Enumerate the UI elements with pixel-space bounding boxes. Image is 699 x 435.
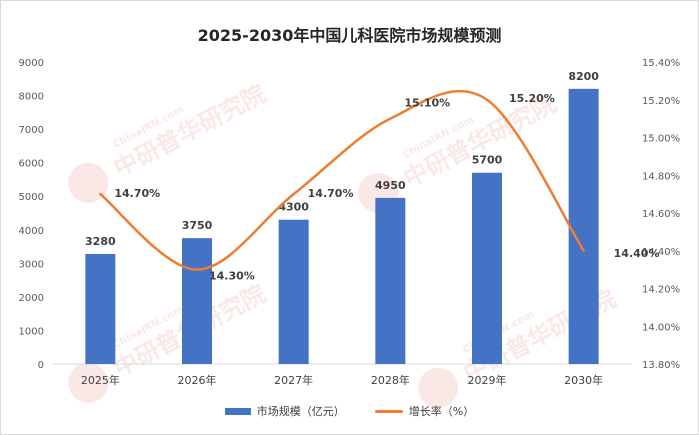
legend-item-bar: 市场规模（亿元） xyxy=(224,403,345,419)
y-left-tick-label: 0 xyxy=(38,360,44,371)
watermark-logo xyxy=(418,367,459,408)
line-data-label: 15.10% xyxy=(404,97,450,110)
bar xyxy=(278,219,309,364)
y-right-tick-label: 14.40% xyxy=(642,247,680,258)
bar-data-label: 3280 xyxy=(85,235,116,248)
legend: 市场规模（亿元） 增长率（%） xyxy=(0,403,699,419)
bar xyxy=(375,197,406,364)
x-tick-label: 2029年 xyxy=(468,373,507,387)
legend-item-line: 增长率（%） xyxy=(374,403,475,419)
bar xyxy=(182,238,212,364)
legend-label-line: 增长率（%） xyxy=(408,405,475,418)
legend-label-bar: 市场规模（亿元） xyxy=(256,405,345,418)
y-right-tick-label: 14.20% xyxy=(642,285,680,296)
line-data-label: 14.70% xyxy=(308,187,354,200)
y-right-tick-label: 15.20% xyxy=(642,96,680,107)
x-tick-label: 2025年 xyxy=(81,373,120,387)
bar-data-label: 5700 xyxy=(472,154,503,167)
bar-data-label: 8200 xyxy=(568,70,599,83)
line-data-label: 14.40% xyxy=(614,247,660,260)
watermark-logo xyxy=(68,162,109,203)
line-data-label: 14.70% xyxy=(114,187,160,200)
y-right-tick-label: 13.80% xyxy=(642,360,680,371)
bar xyxy=(568,88,599,364)
line-data-label: 14.30% xyxy=(209,270,255,283)
growth-rate-line xyxy=(99,89,585,271)
legend-swatch-line xyxy=(374,409,403,413)
y-left-tick-label: 6000 xyxy=(19,159,44,170)
x-tick-label: 2030年 xyxy=(564,373,603,387)
y-left-tick-label: 2000 xyxy=(19,293,44,304)
y-right-tick-label: 14.60% xyxy=(642,209,680,220)
y-left-tick-label: 5000 xyxy=(19,192,44,203)
y-right-tick-label: 14.00% xyxy=(642,322,680,333)
y-right-tick-label: 14.80% xyxy=(642,171,680,182)
y-right-tick-label: 15.00% xyxy=(642,134,680,145)
y-right-tick-label: 15.40% xyxy=(642,58,680,69)
bar-data-label: 4950 xyxy=(375,179,406,192)
chart-title: 2025-2030年中国儿科医院市场规模预测 xyxy=(197,26,502,45)
line-data-label: 15.20% xyxy=(509,92,555,105)
bar-data-label: 4300 xyxy=(278,201,309,214)
bar xyxy=(85,253,116,364)
y-left-tick-label: 9000 xyxy=(19,58,44,69)
y-left-tick-label: 8000 xyxy=(19,92,44,103)
bar-data-label: 3750 xyxy=(182,219,213,232)
y-left-tick-label: 1000 xyxy=(19,326,44,337)
y-left-tick-label: 7000 xyxy=(19,125,44,136)
legend-swatch-bar xyxy=(224,407,251,415)
x-tick-label: 2028年 xyxy=(371,373,410,387)
watermark-logo xyxy=(68,362,109,403)
x-tick-label: 2027年 xyxy=(274,373,313,387)
x-tick-label: 2026年 xyxy=(178,373,217,387)
bar xyxy=(472,172,502,364)
y-left-tick-label: 3000 xyxy=(19,259,44,270)
y-left-tick-label: 4000 xyxy=(19,226,44,237)
